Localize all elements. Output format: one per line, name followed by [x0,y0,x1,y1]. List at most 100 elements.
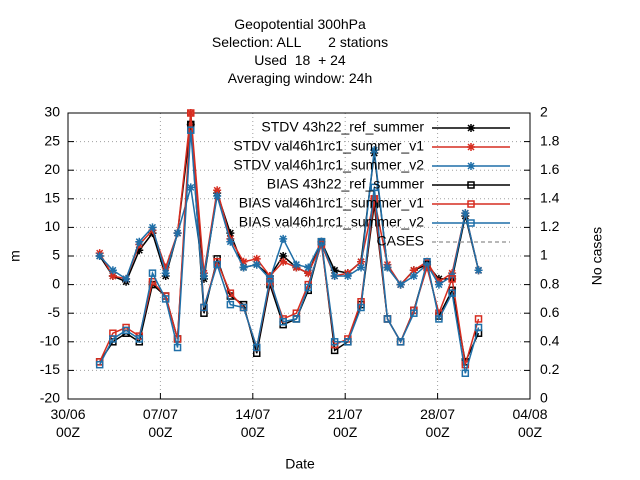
legend-label: STDV val46h1rc1_summer_v2 [233,157,424,173]
point [148,277,157,286]
y-tick-label: 0 [52,275,60,291]
point [344,338,352,346]
point [304,263,313,272]
y-tick-label: -5 [48,304,61,320]
point [226,229,235,238]
y-tick-label: 20 [44,161,60,177]
legend-marker [467,200,475,208]
point [108,266,117,275]
point [122,274,131,283]
y2-tick-label: 0.4 [540,333,560,349]
point [253,343,261,352]
point [448,289,456,297]
chart-title: Geopotential 300hPa Selection: ALL 2 sta… [211,16,389,86]
y-axis-label: m [7,250,23,262]
point [292,315,301,323]
legend-marker [467,162,475,170]
point [200,303,208,312]
y2-tick-label: 0.6 [540,304,560,320]
y-tick-label: -10 [40,333,60,349]
x-tick-label: 14/07 00Z [235,406,271,440]
y2-tick-label: 0.2 [540,361,560,377]
point [370,195,378,203]
point [213,191,222,200]
point [279,318,287,326]
point [409,266,418,275]
point [383,315,392,323]
point [435,315,443,323]
point [461,209,470,218]
point [370,146,379,155]
x-tick-label: 07/07 00Z [142,406,178,440]
y-tick-label: -20 [40,390,60,406]
point [434,280,443,289]
point [173,229,182,238]
point [474,266,483,275]
point [186,183,195,192]
point [343,272,352,281]
plot-border [67,112,531,400]
point [161,263,170,272]
y-tick-label: 5 [52,247,60,263]
y-tick-label: 25 [44,132,60,148]
y2-tick-label: 0 [540,390,548,406]
legend-label: STDV val46h1rc1_summer_v1 [233,138,424,154]
y2-tick-label: 1 [540,247,548,263]
point [409,272,418,281]
point [122,326,130,335]
legend-label: BIAS val46h1rc1_summer_v2 [239,214,424,230]
point [448,275,456,283]
point [199,272,208,281]
y2-tick-label: 1.8 [540,132,560,148]
point [213,260,221,269]
point [330,338,339,346]
point [226,237,235,246]
point [279,252,288,260]
point [292,260,301,269]
point [148,269,157,277]
point [317,237,326,246]
point [370,183,378,192]
point [239,257,248,266]
point [135,237,144,246]
point [148,223,157,232]
legend-label: BIAS 43h22_ref_summer [267,176,425,192]
y2-axis-label: No cases [589,227,605,285]
point [239,263,248,272]
legend-marker [467,219,475,227]
y-tick-label: -15 [40,361,60,377]
point [474,315,483,323]
y2-tick-label: 1.6 [540,161,560,177]
point [357,263,366,272]
y-tick-label: 15 [44,190,60,206]
point [252,260,261,269]
point [304,269,313,278]
legend-marker [467,181,475,189]
point [187,126,195,134]
x-axis-label: Date [285,456,315,472]
y2-tick-label: 1.4 [540,190,560,206]
point [474,323,483,332]
point [279,234,288,243]
point [330,266,339,275]
point [279,257,288,266]
point [410,309,418,317]
x-tick-label: 30/06 00Z [50,406,86,440]
legend-label: BIAS val46h1rc1_summer_v1 [239,195,424,211]
point [161,295,170,303]
point [95,252,104,260]
y-tick-label: 30 [44,104,60,120]
point [423,257,431,266]
point [108,272,117,281]
point [135,335,144,343]
point [252,254,261,263]
point [239,303,248,312]
series-line [99,130,480,374]
legend-label: CASES [377,233,424,249]
point [304,283,312,292]
point [383,263,392,272]
point [330,272,339,281]
point [357,303,365,312]
x-tick-label: 21/07 00Z [327,406,363,440]
